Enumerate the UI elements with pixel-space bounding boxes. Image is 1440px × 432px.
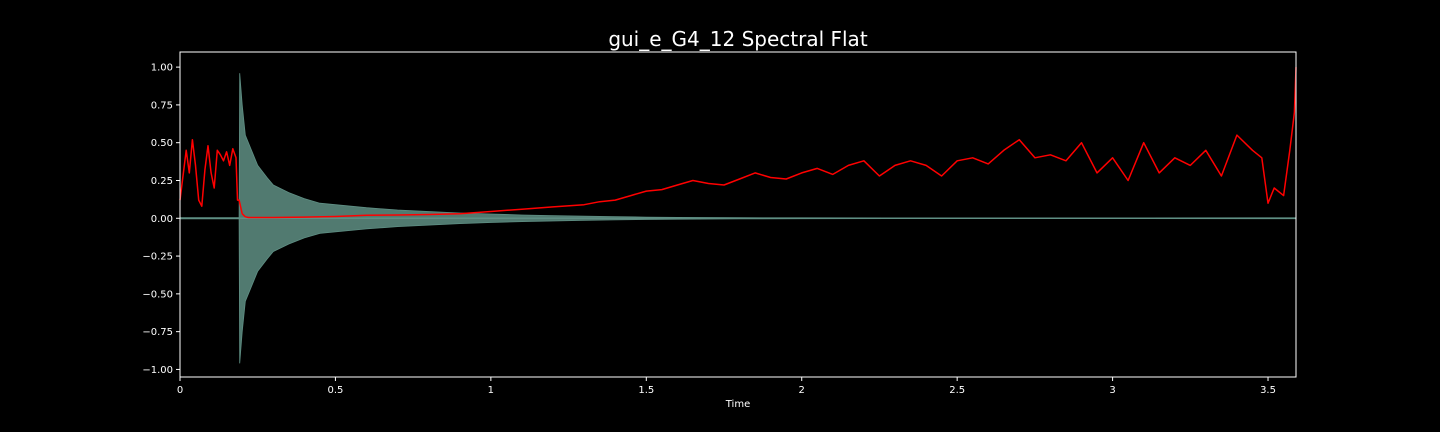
x-tick-label: 2.5 (949, 385, 965, 396)
y-tick-label: 0.50 (151, 138, 173, 149)
flatness-layer (179, 67, 1297, 219)
axes-frame (179, 51, 1297, 378)
x-tick-label: 0 (177, 385, 183, 396)
x-axis: 0 0.5 1 1.5 2 2.5 3 3.5 (177, 377, 1276, 396)
y-tick-label: −0.75 (142, 327, 173, 338)
y-tick-label: 0.00 (151, 214, 173, 225)
y-axis: −1.00 −0.75 −0.50 −0.25 0.00 0.25 0.50 0.75 1.00 (142, 63, 180, 376)
x-tick-label: 0.5 (327, 385, 343, 396)
y-tick-label: 0.25 (151, 176, 173, 187)
y-tick-label: −0.50 (142, 289, 173, 300)
chart-title: gui_e_G4_12 Spectral Flat (608, 27, 868, 51)
y-tick-label: 1.00 (151, 63, 173, 74)
x-tick-label: 3 (1109, 385, 1115, 396)
x-tick-label: 2 (799, 385, 805, 396)
spectral-flatness-line (179, 67, 1297, 219)
x-axis-label: Time (725, 399, 750, 410)
y-tick-label: 0.75 (151, 100, 173, 111)
x-tick-label: 1 (488, 385, 494, 396)
x-tick-label: 1.5 (638, 385, 654, 396)
x-tick-label: 3.5 (1260, 385, 1276, 396)
plot-area (179, 51, 1297, 378)
y-tick-label: −1.00 (142, 365, 173, 376)
y-tick-label: −0.25 (142, 252, 173, 263)
